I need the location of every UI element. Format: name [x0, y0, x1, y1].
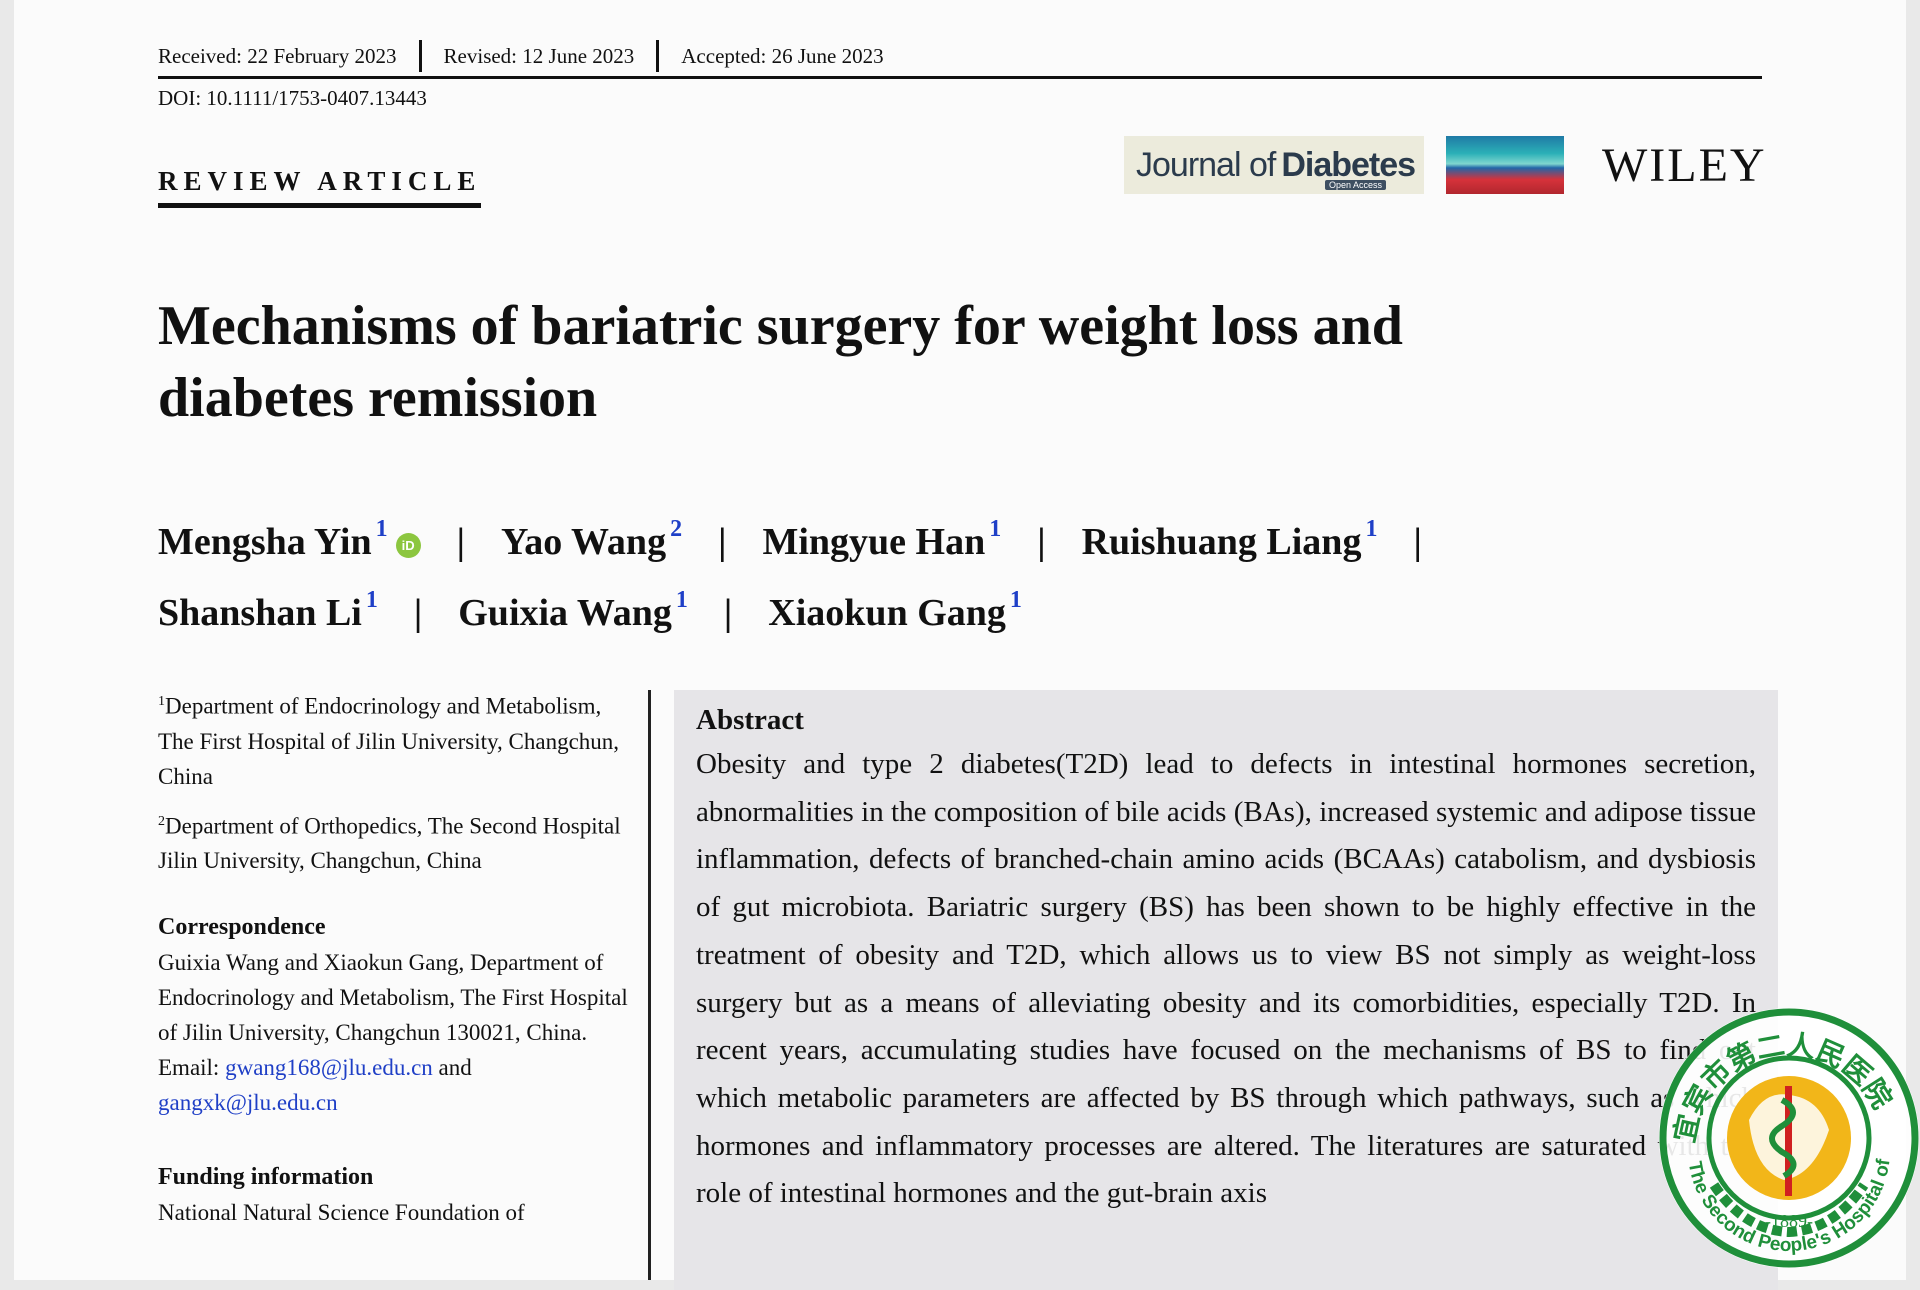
author[interactable]: Yao Wang 2 — [500, 516, 683, 563]
publisher-logo: WILEY — [1602, 139, 1767, 192]
publication-dates: Received: 22 February 2023 Revised: 12 J… — [158, 40, 1762, 79]
author[interactable]: Mingyue Han 1 — [762, 516, 1002, 563]
abstract-box: Abstract Obesity and type 2 diabetes(T2D… — [674, 690, 1778, 1290]
open-access-badge: Open Access — [1324, 180, 1386, 190]
author[interactable]: Shanshan Li 1 — [158, 587, 378, 634]
title-line-1: Mechanisms of bariatric surgery for weig… — [158, 295, 1403, 357]
author-separator: | — [1037, 521, 1046, 563]
correspondence-text: Guixia Wang and Xiaokun Gang, Department… — [158, 950, 628, 1116]
article-title: Mechanisms of bariatric surgery for weig… — [158, 290, 1578, 434]
doi: DOI: 10.1111/1753-0407.13443 — [158, 86, 427, 110]
column-divider — [648, 690, 651, 1280]
abstract-text: Obesity and type 2 diabetes(T2D) lead to… — [696, 748, 1756, 1210]
journal-logo: Journal of Diabetes Open Access — [1124, 136, 1424, 194]
hospital-seal: 宜宾市第二人民医院 The Second People's Hospital o… — [1654, 1000, 1919, 1268]
article-info-column: 1Department of Endocrinology and Metabol… — [158, 684, 628, 1230]
received-date: Received: 22 February 2023 — [158, 44, 397, 68]
author-separator: | — [1413, 521, 1422, 563]
orcid-icon[interactable]: iD — [395, 533, 421, 558]
seal-year: -1889- — [1765, 1211, 1813, 1231]
journal-cover-image — [1446, 136, 1564, 194]
funding-text: National Natural Science Foundation of — [158, 1200, 525, 1226]
journal-name-light: Journal of — [1136, 145, 1276, 184]
author[interactable]: Mengsha Yin 1iD — [158, 500, 421, 571]
revised-date: Revised: 12 June 2023 — [418, 40, 657, 72]
email-label: Email: — [158, 1055, 220, 1081]
abstract-heading: Abstract — [696, 704, 804, 736]
article-type: REVIEW ARTICLE — [158, 166, 482, 208]
author-separator: | — [456, 521, 465, 563]
email-link-2[interactable]: gangxk@jlu.edu.cn — [158, 1090, 338, 1116]
affiliation: 2Department of Orthopedics, The Second H… — [158, 813, 621, 874]
funding-heading: Funding information — [158, 1164, 374, 1191]
title-line-2: diabetes remission — [158, 367, 598, 429]
author-list: Mengsha Yin 1iD | Yao Wang 2 | Mingyue Han 1 | Ru… — [158, 500, 1658, 642]
author-separator: | — [718, 521, 727, 563]
accepted-date: Accepted: 26 June 2023 — [656, 40, 905, 72]
author[interactable]: Guixia Wang 1 — [458, 587, 688, 634]
paper-page: Received: 22 February 2023 Revised: 12 J… — [14, 0, 1919, 1290]
journal-name-bold: Diabetes — [1281, 145, 1416, 184]
author[interactable]: Ruishuang Liang 1 — [1081, 516, 1378, 563]
correspondence-heading: Correspondence — [158, 914, 326, 941]
email-link-1[interactable]: gwang168@jlu.edu.cn — [225, 1055, 433, 1081]
affiliation: 1Department of Endocrinology and Metabol… — [158, 693, 620, 789]
author[interactable]: Xiaokun Gang 1 — [768, 587, 1022, 634]
author-separator: | — [413, 592, 423, 634]
author-separator: | — [723, 592, 733, 634]
